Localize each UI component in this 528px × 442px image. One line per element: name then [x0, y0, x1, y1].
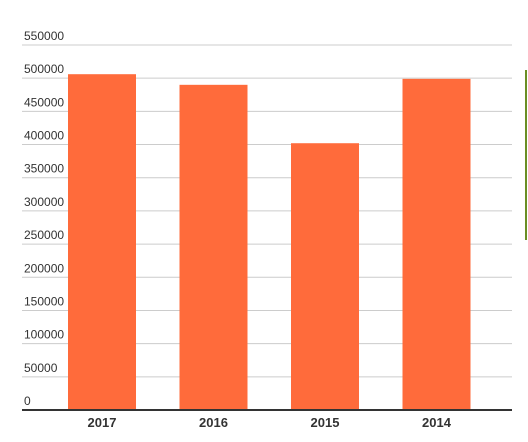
y-tick-label: 0	[24, 394, 31, 408]
y-tick-label: 400000	[24, 129, 64, 143]
bar-2016	[179, 84, 248, 411]
y-tick-label: 50000	[24, 361, 58, 375]
y-tick-label: 100000	[24, 328, 64, 342]
y-tick-label: 300000	[24, 195, 64, 209]
y-tick-label: 550000	[24, 29, 64, 43]
bars	[68, 74, 471, 411]
y-axis-ticks: 0 50000 100000 150000 200000 250000 300000 3500…	[24, 29, 64, 408]
y-tick-label: 350000	[24, 162, 64, 176]
y-tick-label: 150000	[24, 294, 64, 308]
x-tick-label: 2017	[88, 415, 117, 430]
x-tick-label: 2014	[422, 415, 452, 430]
bar-2017	[68, 74, 136, 410]
y-tick-label: 250000	[24, 228, 64, 242]
x-axis-ticks: 2017 2016 2015 2014	[88, 415, 452, 430]
bar-2014	[402, 78, 471, 410]
bar-2015	[291, 143, 359, 410]
y-tick-label: 200000	[24, 261, 64, 275]
y-tick-label: 450000	[24, 95, 64, 109]
y-tick-label: 500000	[24, 62, 64, 76]
x-tick-label: 2015	[311, 415, 340, 430]
x-tick-label: 2016	[199, 415, 228, 430]
